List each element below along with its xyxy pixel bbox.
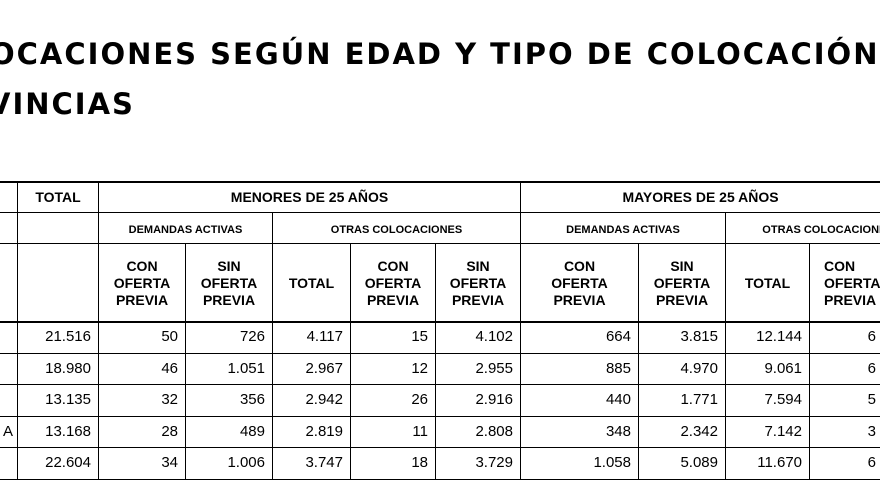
col-header-text: PREVIA [655,291,709,308]
table-cell-c3: 4.117 [306,328,343,345]
col-header-con-oferta-previa: CON OFERTA PREVIA [810,246,880,320]
table-cell-c2: 1.051 [227,360,265,377]
table-cell-total: 13.135 [45,391,91,408]
table-cell-c9: 6 [867,360,876,377]
table-cell-c5: 4.102 [475,328,513,345]
table-cell-c1: 50 [161,328,178,345]
table-cell-total: 21.516 [45,328,91,345]
col-header-total: TOTAL [726,246,809,320]
table-cell-c3: 2.819 [305,423,343,440]
col-header-text: CON [824,257,856,274]
col-header-text: PREVIA [553,291,606,308]
table-cell-c7: 5.089 [680,454,718,471]
col-header-sin-oferta-previa: SIN OFERTA PREVIA [639,246,725,320]
header-demandas-activas-menores: DEMANDAS ACTIVAS [128,224,243,236]
col-header-text: OFERTA [200,274,258,291]
col-header-con-oferta-previa: CON OFERTA PREVIA [99,246,185,320]
header-demandas-activas-mayores: DEMANDAS ACTIVAS [566,224,680,236]
col-header-text: SIN [217,257,241,274]
row-label: A [3,423,14,440]
col-header-text: TOTAL [288,274,335,291]
table-cell-c1: 34 [161,454,178,471]
table-cell-c8: 7.142 [764,423,802,440]
table-cell-c8: 7.594 [764,391,802,408]
col-header-text: OFERTA [551,274,608,291]
col-header-text: OFERTA [113,274,171,291]
table-cell-c3: 2.942 [305,391,343,408]
col-header-con-oferta-previa: CON OFERTA PREVIA [351,246,435,320]
table-cell-c5: 2.916 [475,391,513,408]
table-cell-c6: 1.058 [593,454,631,471]
col-header-text: OFERTA [449,274,507,291]
header-otras-colocaciones-mayores: OTRAS COLOCACIONES [762,224,880,236]
table-cell-c5: 2.955 [475,360,513,377]
col-header-sin-oferta-previa: SIN OFERTA PREVIA [186,246,272,320]
table-cell-c9: 3 [867,423,876,440]
table-cell-c9: 6 [867,454,876,471]
page-title-line-2: VINCIAS [0,87,135,121]
table-cell-c2: 1.006 [227,454,265,471]
table-cell-c2: 489 [239,423,265,440]
col-header-text: SIN [466,257,490,274]
table-cell-c4: 12 [411,360,428,377]
col-header-text: OFERTA [824,274,880,291]
header-otras-colocaciones-menores: OTRAS COLOCACIONES [330,224,463,236]
col-header-text: SIN [670,257,694,274]
table-cell-total: 13.168 [45,423,91,440]
table-cell-c4: 26 [411,391,428,408]
table-cell-c2: 726 [239,328,265,345]
table-cell-c6: 348 [605,423,631,440]
header-mayores-25: MAYORES DE 25 AÑOS [622,189,779,205]
table-cell-c5: 3.729 [475,454,513,471]
col-header-text: CON [563,257,596,274]
col-header-text: OFERTA [653,274,711,291]
table-cell-c6: 440 [605,391,631,408]
col-header-text: PREVIA [824,291,877,308]
col-header-text: OFERTA [364,274,422,291]
table-cell-c1: 28 [161,423,178,440]
table-cell-c6: 885 [605,360,631,377]
table-cell-c8: 11.670 [757,454,802,471]
table-cell-c5: 2.808 [475,423,513,440]
table-cell-c4: 15 [411,328,428,345]
header-menores-25: MENORES DE 25 AÑOS [230,189,389,205]
table-cell-c9: 6 [867,328,876,345]
col-header-text: PREVIA [202,291,256,308]
col-header-text: PREVIA [115,291,169,308]
col-header-text: PREVIA [451,291,505,308]
table-cell-c7: 3.815 [680,328,718,345]
table-cell-total: 22.604 [45,454,91,471]
col-header-text: CON [377,257,409,274]
table-cell-total: 18.980 [45,360,91,377]
table-cell-c2: 356 [239,391,265,408]
page-title-line-1: OCACIONES SEGÚN EDAD Y TIPO DE COLOCACIÓ… [0,37,880,71]
table-cell-c3: 3.747 [305,454,343,471]
table-cell-c4: 18 [411,454,428,471]
table-cell-c6: 664 [605,328,631,345]
table-cell-c3: 2.967 [305,360,343,377]
table-cell-c7: 4.970 [680,360,718,377]
table-cell-c8: 12.144 [756,328,802,345]
col-header-text: CON [126,257,158,274]
table-cell-c9: 5 [867,391,876,408]
table-cell-c7: 2.342 [680,423,718,440]
table-cell-c1: 46 [161,360,178,377]
col-header-text: TOTAL [744,274,791,291]
col-header-sin-oferta-previa: SIN OFERTA PREVIA [436,246,520,320]
col-header-text: PREVIA [366,291,420,308]
header-total: TOTAL [35,189,81,205]
table-cell-c7: 1.771 [680,391,718,408]
table-cell-c1: 32 [161,391,178,408]
table-cell-c4: 11 [412,423,428,440]
col-header-con-oferta-previa: CON OFERTA PREVIA [521,246,638,320]
table-cell-c8: 9.061 [764,360,802,377]
col-header-total: TOTAL [273,246,350,320]
